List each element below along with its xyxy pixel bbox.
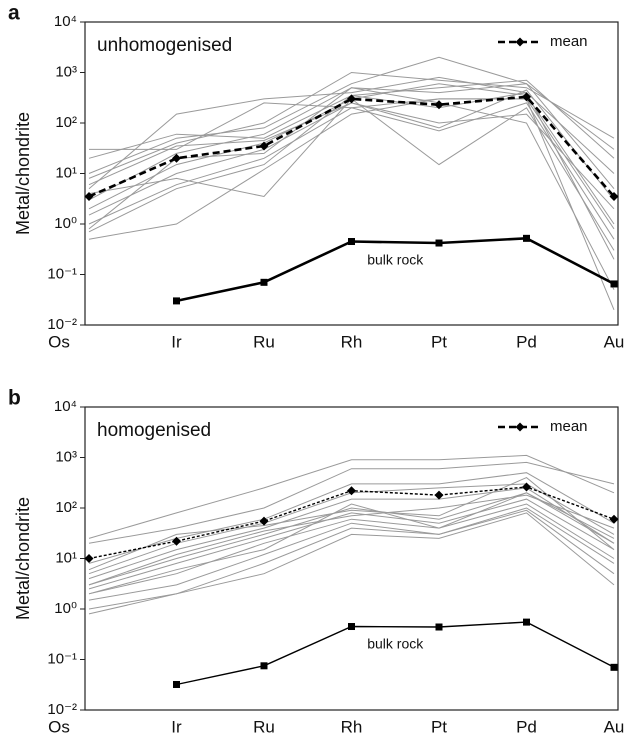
x-tick-label: Pt [431, 332, 447, 351]
sample-line [88, 56, 615, 174]
x-tick-label: Rh [341, 332, 363, 351]
sample-line [88, 494, 615, 586]
sample-line [88, 509, 615, 610]
x-tick-label: Ir [171, 332, 182, 351]
marker [435, 239, 443, 247]
marker [523, 234, 530, 242]
y-tick-label: 10⁻² [47, 701, 77, 718]
marker [610, 280, 618, 288]
y-tick-label: 10⁴ [54, 398, 77, 415]
panel: b homogenised Metal/chondrite 10⁻² 10⁻¹ 10⁰ 10… [8, 387, 624, 737]
x-tick-label: Pd [516, 332, 537, 351]
marker [347, 94, 356, 104]
chart-title: unhomogenised [97, 35, 232, 56]
sample-line [88, 102, 615, 240]
y-tick-label: 10² [55, 499, 77, 516]
sample-line [88, 503, 615, 595]
panel-letter: a [8, 2, 20, 25]
y-tick-label: 10⁻¹ [47, 650, 77, 667]
x-tick-label: Os [48, 332, 70, 351]
y-tick-label: 10¹ [55, 164, 77, 181]
marker [435, 623, 443, 631]
x-tick-label: Au [604, 332, 625, 351]
legend-marker [515, 422, 525, 432]
sample-line [88, 498, 615, 590]
y-tick-label: 10³ [55, 448, 77, 465]
sample-line [88, 487, 615, 580]
marker [173, 680, 180, 688]
sample-line [88, 492, 615, 595]
sample-line [88, 507, 615, 601]
series-line [176, 621, 615, 686]
y-tick-label: 10¹ [55, 549, 77, 566]
series-line [176, 236, 615, 303]
sample-line [88, 83, 615, 225]
sample-line [88, 92, 615, 260]
marker [522, 482, 531, 492]
y-tick-label: 10⁰ [54, 600, 77, 617]
sample-line [88, 477, 615, 571]
marker [172, 536, 181, 546]
marker [84, 192, 94, 202]
x-tick-label: Ir [171, 717, 182, 736]
legend-label: mean [550, 418, 588, 435]
marker [259, 141, 269, 151]
marker [172, 153, 181, 163]
marker [84, 554, 94, 563]
x-tick-label: Rh [341, 717, 363, 736]
legend-label: mean [550, 33, 588, 50]
y-tick-label: 10⁻¹ [47, 265, 77, 282]
marker [610, 663, 618, 671]
marker [434, 490, 444, 500]
sample-line [88, 98, 615, 310]
x-tick-label: Os [48, 717, 70, 736]
y-tick-label: 10⁻² [47, 316, 77, 333]
sample-line [88, 492, 615, 586]
x-tick-label: Pt [431, 717, 447, 736]
sample-line [88, 89, 615, 201]
marker [523, 618, 530, 626]
marker [260, 278, 268, 286]
x-tick-label: Ru [253, 332, 275, 351]
marker [434, 100, 444, 110]
sample-line [88, 71, 615, 179]
legend-marker [515, 37, 525, 47]
x-tick-label: Pd [516, 717, 537, 736]
marker [609, 192, 619, 202]
sample-line [88, 454, 615, 539]
plot-frame [84, 21, 619, 326]
sample-line [88, 461, 615, 544]
y-tick-label: 10⁴ [54, 13, 77, 30]
marker [348, 623, 355, 631]
sample-line [89, 98, 615, 230]
y-tick-label: 10² [55, 114, 77, 131]
x-tick-label: Ru [253, 717, 275, 736]
y-axis-label: Metal/chondrite [13, 497, 33, 620]
series-annotation: bulk rock [367, 252, 424, 268]
marker [259, 516, 269, 526]
series-annotation: bulk rock [367, 636, 424, 652]
sample-line [88, 512, 615, 615]
marker [173, 297, 180, 305]
y-tick-label: 10⁰ [54, 215, 77, 232]
panel: a unhomogenised Metal/chondrite 10⁻² 10⁻¹ 10⁰… [8, 2, 624, 352]
marker [347, 486, 356, 496]
y-tick-label: 10³ [55, 63, 77, 80]
x-tick-label: Au [604, 717, 625, 736]
marker [609, 514, 619, 524]
panel-letter: b [8, 387, 21, 410]
y-axis-label: Metal/chondrite [13, 112, 33, 235]
marker [522, 92, 531, 102]
chart-title: homogenised [97, 420, 211, 441]
marker [260, 662, 268, 670]
marker [348, 238, 355, 246]
